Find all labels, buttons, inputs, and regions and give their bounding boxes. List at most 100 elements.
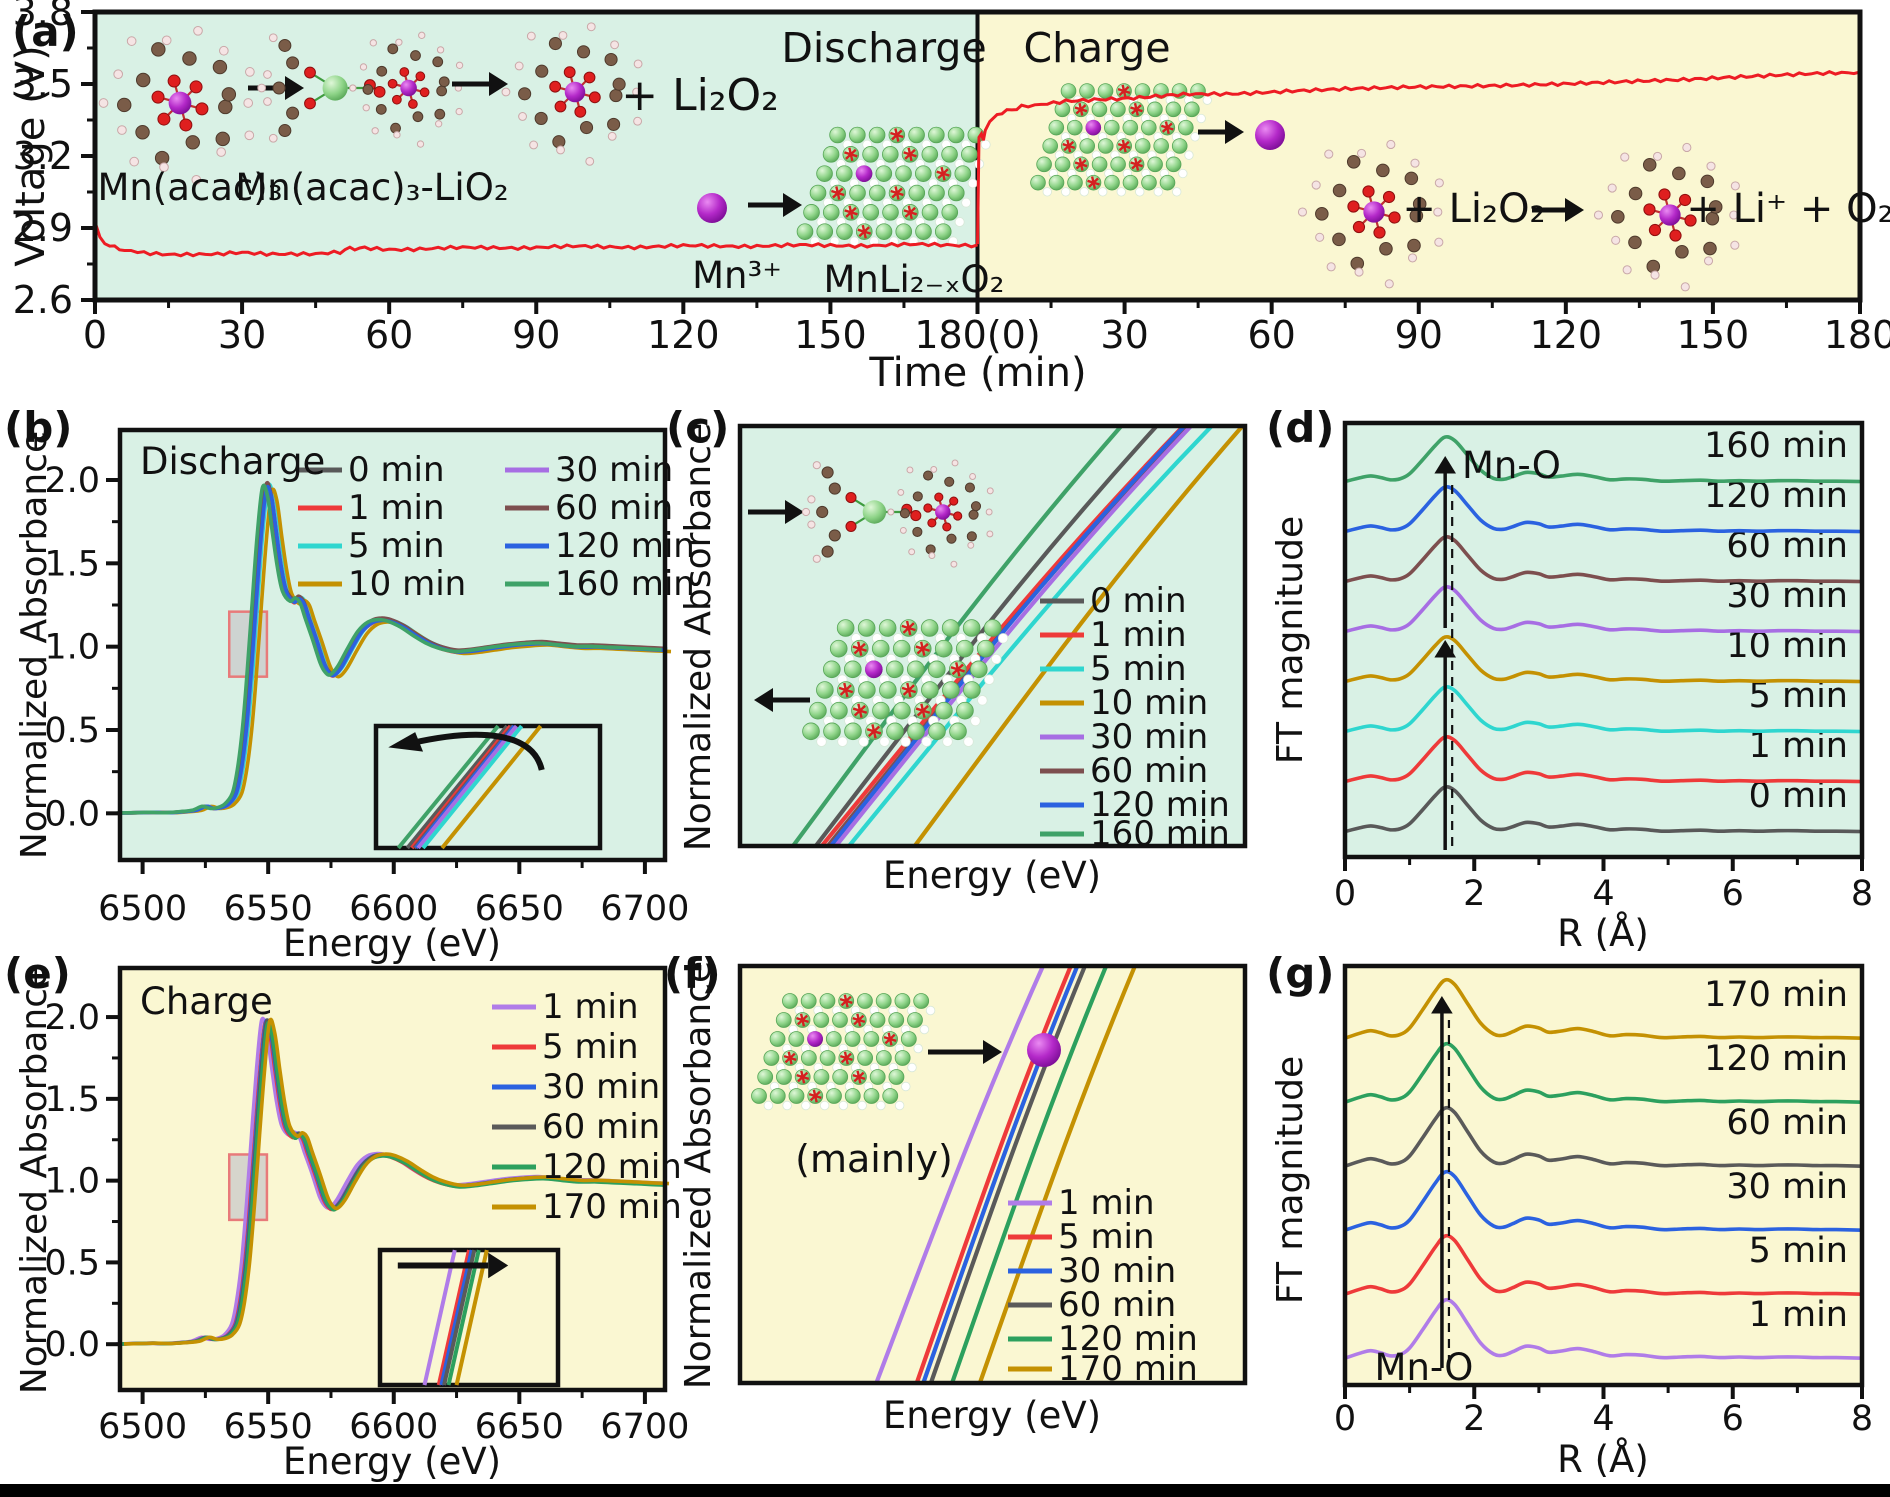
oxygen-mark	[904, 206, 917, 218]
arrow-head-icon	[1434, 640, 1456, 658]
lithium-atom	[934, 223, 952, 240]
ion-sphere	[1027, 1033, 1061, 1067]
hydrogen-atom	[967, 541, 975, 549]
legend-label: 170 min	[1058, 1349, 1198, 1389]
ft-curve-120min	[1344, 1041, 1863, 1104]
lithium-atom	[819, 1050, 836, 1066]
oxygen-mark	[845, 206, 857, 218]
lithium-atom	[1097, 138, 1114, 154]
carbon-atom	[221, 87, 237, 102]
oxygen-mark	[1130, 104, 1142, 115]
lithium-atom	[908, 126, 925, 144]
hydrogen-atom	[529, 140, 539, 150]
hydrogen-atom	[216, 147, 227, 157]
x-tick-label: 6650	[475, 889, 564, 929]
carbon-atom	[612, 77, 626, 91]
x-tick-label: 120	[647, 313, 720, 357]
hydrogen-atom	[359, 63, 368, 71]
lithium-atom	[927, 660, 946, 679]
lithium-atom	[822, 660, 841, 679]
oxygen-mark	[1075, 104, 1087, 115]
oxygen-atom	[923, 503, 933, 513]
legend-label: 30 min	[1090, 717, 1208, 757]
chem-annotation: MnLi₂₋ₓO₂	[823, 258, 1004, 301]
lithium-atom	[1067, 119, 1083, 136]
panel-f-xlabel: Energy (eV)	[883, 1394, 1101, 1437]
hydrogen-atom	[263, 70, 272, 79]
hydrogen-atom	[1650, 270, 1660, 280]
lattice-site	[1061, 187, 1071, 197]
oxygen-mark	[853, 1071, 865, 1083]
lithium-atom	[829, 639, 848, 658]
lithium-atom	[1122, 119, 1139, 136]
oxygen-mark	[1161, 122, 1173, 133]
figure-bottom-rule	[0, 1484, 1890, 1497]
oxygen-mark	[832, 187, 844, 199]
y-tick-label: 1.5	[44, 544, 100, 584]
panel-b-ylabel: Normalized Absorbance	[14, 431, 55, 859]
hydrogen-atom	[1706, 161, 1716, 171]
carbon-atom	[899, 508, 910, 519]
lithium-atom	[892, 639, 911, 658]
carbon-atom	[944, 476, 955, 487]
panel-g-ylabel: FT magnitude	[1270, 1056, 1311, 1304]
lattice-site	[967, 178, 978, 189]
carbon-atom	[1628, 186, 1643, 201]
ft-curve-160min	[1344, 435, 1863, 484]
oxygen-mark	[853, 704, 866, 717]
legend-label: 170 min	[542, 1187, 682, 1227]
lattice-site	[997, 633, 1009, 644]
hydrogen-atom	[807, 495, 816, 504]
lithium-atom	[857, 619, 876, 637]
hydrogen-atom	[501, 87, 511, 97]
hydrogen-atom	[1410, 158, 1420, 168]
panel-b-xlabel: Energy (eV)	[283, 922, 501, 965]
oxygen-mark	[1118, 140, 1130, 152]
edge-curve-120min	[950, 965, 1109, 1384]
oxygen-mark	[1118, 85, 1130, 97]
lithium-atom	[757, 1069, 774, 1085]
lithium-atom	[928, 184, 945, 202]
oxygen-atom	[588, 91, 601, 104]
lithium-atom	[983, 619, 1002, 637]
ft-curve-1min	[1344, 1297, 1863, 1360]
lithium-atom	[1153, 138, 1170, 154]
mn-acac-molecule-icon	[98, 25, 255, 185]
series-label: 160 min	[1704, 426, 1848, 466]
carbon-atom	[1700, 174, 1715, 189]
lithium-atom	[1134, 138, 1151, 154]
inset-line-5min	[436, 1249, 471, 1386]
ft-curve-60min	[1344, 535, 1863, 584]
lithium-atom	[941, 204, 959, 221]
carbon-atom	[412, 111, 424, 123]
panel-d-ylabel: FT magnitude	[1270, 516, 1311, 764]
edge-curve-0min	[814, 424, 1159, 848]
y-tick-label: 0.5	[44, 1243, 100, 1283]
oxygen-atom	[419, 87, 430, 98]
lattice-site	[1116, 187, 1126, 197]
lithium-atom	[769, 1088, 786, 1104]
hydrogen-atom	[807, 520, 816, 529]
lattice-site	[876, 1100, 886, 1111]
series-label: 1 min	[1749, 1295, 1848, 1335]
lithium-atom	[947, 184, 965, 202]
oxygen-atom	[1362, 185, 1375, 198]
lattice-site	[1135, 187, 1145, 197]
oxygen-atom	[910, 510, 922, 522]
oxygen-atom	[927, 518, 937, 528]
oxygen-atom	[1643, 203, 1656, 216]
manganese-atom	[807, 1031, 823, 1047]
edge-curve-10min	[913, 424, 1245, 848]
carbon-atom	[1346, 155, 1361, 169]
lithium-atom	[882, 146, 899, 163]
lithium-atom	[813, 1012, 830, 1028]
hydrogen-atom	[159, 162, 169, 173]
lithium-atom	[928, 126, 945, 144]
mn-acac-lio2-molecule-icon	[257, 31, 464, 148]
lithium-atom	[955, 639, 974, 658]
lithium-atom	[822, 146, 840, 163]
x-tick-label: 150	[794, 313, 867, 357]
ft-curve-120min	[1344, 485, 1863, 534]
y-tick-label: 1.0	[44, 628, 100, 668]
